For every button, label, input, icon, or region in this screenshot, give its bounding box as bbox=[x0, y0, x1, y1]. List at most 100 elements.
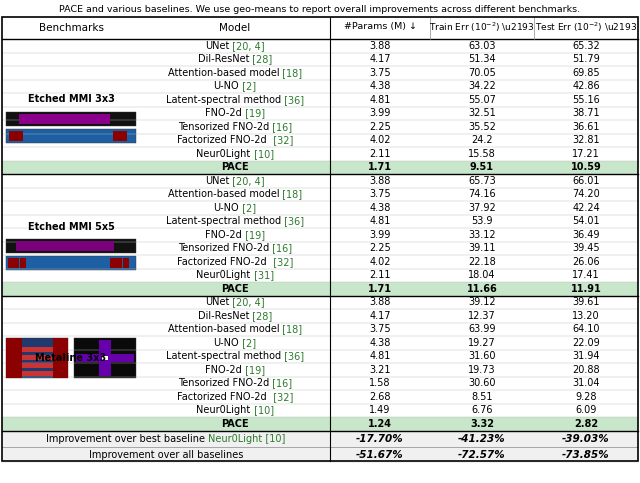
Text: Dil-ResNet: Dil-ResNet bbox=[198, 311, 249, 321]
Text: [18]: [18] bbox=[279, 68, 302, 78]
Bar bbox=[22, 347, 52, 352]
Text: 63.03: 63.03 bbox=[468, 41, 496, 51]
Text: 19.27: 19.27 bbox=[468, 338, 496, 348]
Text: Dil-ResNet: Dil-ResNet bbox=[198, 54, 249, 64]
Text: 55.16: 55.16 bbox=[572, 95, 600, 105]
Text: 4.38: 4.38 bbox=[369, 338, 390, 348]
Text: 15.58: 15.58 bbox=[468, 149, 496, 159]
Text: Attention-based model: Attention-based model bbox=[168, 324, 279, 334]
Text: 36.61: 36.61 bbox=[572, 122, 600, 132]
Text: [20, 4]: [20, 4] bbox=[229, 41, 265, 51]
Text: 3.88: 3.88 bbox=[369, 297, 390, 307]
Text: Latent-spectral method: Latent-spectral method bbox=[166, 216, 281, 226]
Text: [18]: [18] bbox=[279, 324, 302, 334]
Text: 65.73: 65.73 bbox=[468, 176, 496, 186]
Text: 3.88: 3.88 bbox=[369, 41, 390, 51]
Text: [16]: [16] bbox=[269, 122, 292, 132]
Text: FNO-2d: FNO-2d bbox=[205, 365, 242, 375]
Text: Improvement over best baseline: Improvement over best baseline bbox=[46, 434, 209, 443]
Text: 3.32: 3.32 bbox=[470, 419, 494, 429]
Bar bbox=[76, 354, 134, 362]
Text: Etched MMI 3x3: Etched MMI 3x3 bbox=[28, 94, 115, 103]
Text: 66.01: 66.01 bbox=[572, 176, 600, 186]
Text: 4.81: 4.81 bbox=[369, 351, 390, 361]
Bar bbox=[119, 130, 127, 141]
Text: 26.06: 26.06 bbox=[572, 257, 600, 267]
Bar bbox=[2, 430, 638, 446]
Text: 24.2: 24.2 bbox=[471, 135, 493, 145]
Text: Neur0Light: Neur0Light bbox=[196, 405, 251, 415]
Text: 3.75: 3.75 bbox=[369, 68, 391, 78]
Text: 39.11: 39.11 bbox=[468, 243, 496, 253]
Text: 8.51: 8.51 bbox=[471, 392, 493, 402]
Bar bbox=[39, 114, 90, 124]
Text: 2.82: 2.82 bbox=[574, 419, 598, 429]
Bar bbox=[22, 355, 52, 360]
Text: Latent-spectral method: Latent-spectral method bbox=[166, 351, 281, 361]
Text: -51.67%: -51.67% bbox=[356, 450, 404, 459]
Text: -41.23%: -41.23% bbox=[458, 434, 506, 443]
Text: Model: Model bbox=[220, 23, 251, 33]
Text: UNet: UNet bbox=[205, 297, 229, 307]
Text: 22.09: 22.09 bbox=[572, 338, 600, 348]
Bar bbox=[2, 446, 638, 463]
Text: 10.59: 10.59 bbox=[571, 162, 602, 172]
Text: [2]: [2] bbox=[239, 203, 257, 213]
Text: [2]: [2] bbox=[239, 81, 257, 91]
Text: 2.11: 2.11 bbox=[369, 270, 391, 280]
Text: 69.85: 69.85 bbox=[572, 68, 600, 78]
Text: [28]: [28] bbox=[249, 311, 273, 321]
Text: Attention-based model: Attention-based model bbox=[168, 189, 279, 199]
Text: [10]: [10] bbox=[251, 405, 274, 415]
Text: [32]: [32] bbox=[267, 135, 293, 145]
Text: 4.02: 4.02 bbox=[369, 257, 391, 267]
Text: Attention-based model: Attention-based model bbox=[168, 68, 279, 78]
Text: 64.10: 64.10 bbox=[572, 324, 600, 334]
Text: 63.99: 63.99 bbox=[468, 324, 496, 334]
Text: 53.9: 53.9 bbox=[471, 216, 493, 226]
Bar bbox=[17, 241, 114, 251]
Text: -73.85%: -73.85% bbox=[562, 450, 610, 459]
Bar bbox=[109, 258, 116, 268]
Bar bbox=[35, 114, 94, 124]
Text: U-NO: U-NO bbox=[214, 81, 239, 91]
Text: FNO-2d: FNO-2d bbox=[205, 230, 242, 240]
Text: 17.41: 17.41 bbox=[572, 270, 600, 280]
Text: [10]: [10] bbox=[251, 149, 274, 159]
Text: 6.76: 6.76 bbox=[471, 405, 493, 415]
Text: [36]: [36] bbox=[281, 95, 304, 105]
Bar bbox=[2, 282, 638, 296]
Text: 37.92: 37.92 bbox=[468, 203, 496, 213]
Text: 1.58: 1.58 bbox=[369, 378, 391, 388]
Text: 12.37: 12.37 bbox=[468, 311, 496, 321]
Text: 4.38: 4.38 bbox=[369, 81, 390, 91]
Text: 1.71: 1.71 bbox=[368, 284, 392, 294]
Text: 1.71: 1.71 bbox=[368, 162, 392, 172]
Text: Tensorized FNO-2d: Tensorized FNO-2d bbox=[178, 122, 269, 132]
Text: 3.75: 3.75 bbox=[369, 189, 391, 199]
Bar bbox=[113, 130, 120, 141]
Text: PACE and various baselines. We use geo-means to report overall improvements acro: PACE and various baselines. We use geo-m… bbox=[60, 4, 580, 14]
Text: Neur0Light: Neur0Light bbox=[196, 149, 251, 159]
Bar bbox=[26, 241, 104, 251]
Bar bbox=[31, 114, 98, 124]
Text: 2.25: 2.25 bbox=[369, 243, 391, 253]
Text: 4.17: 4.17 bbox=[369, 54, 391, 64]
Text: [31]: [31] bbox=[251, 270, 274, 280]
Text: Factorized FNO-2d: Factorized FNO-2d bbox=[177, 392, 267, 402]
Bar bbox=[8, 258, 14, 268]
Bar bbox=[36, 241, 94, 251]
Bar bbox=[6, 112, 136, 126]
Text: 3.99: 3.99 bbox=[369, 108, 390, 118]
Text: 33.12: 33.12 bbox=[468, 230, 496, 240]
Text: [16]: [16] bbox=[269, 243, 292, 253]
Text: 36.49: 36.49 bbox=[572, 230, 600, 240]
Text: 6.09: 6.09 bbox=[575, 405, 596, 415]
Bar bbox=[2, 160, 638, 174]
Text: 2.25: 2.25 bbox=[369, 122, 391, 132]
Text: [16]: [16] bbox=[269, 378, 292, 388]
Text: 42.86: 42.86 bbox=[572, 81, 600, 91]
Text: Neur0Light [10]: Neur0Light [10] bbox=[209, 434, 285, 443]
Text: Neur0Light: Neur0Light bbox=[196, 270, 251, 280]
Bar bbox=[27, 114, 102, 124]
